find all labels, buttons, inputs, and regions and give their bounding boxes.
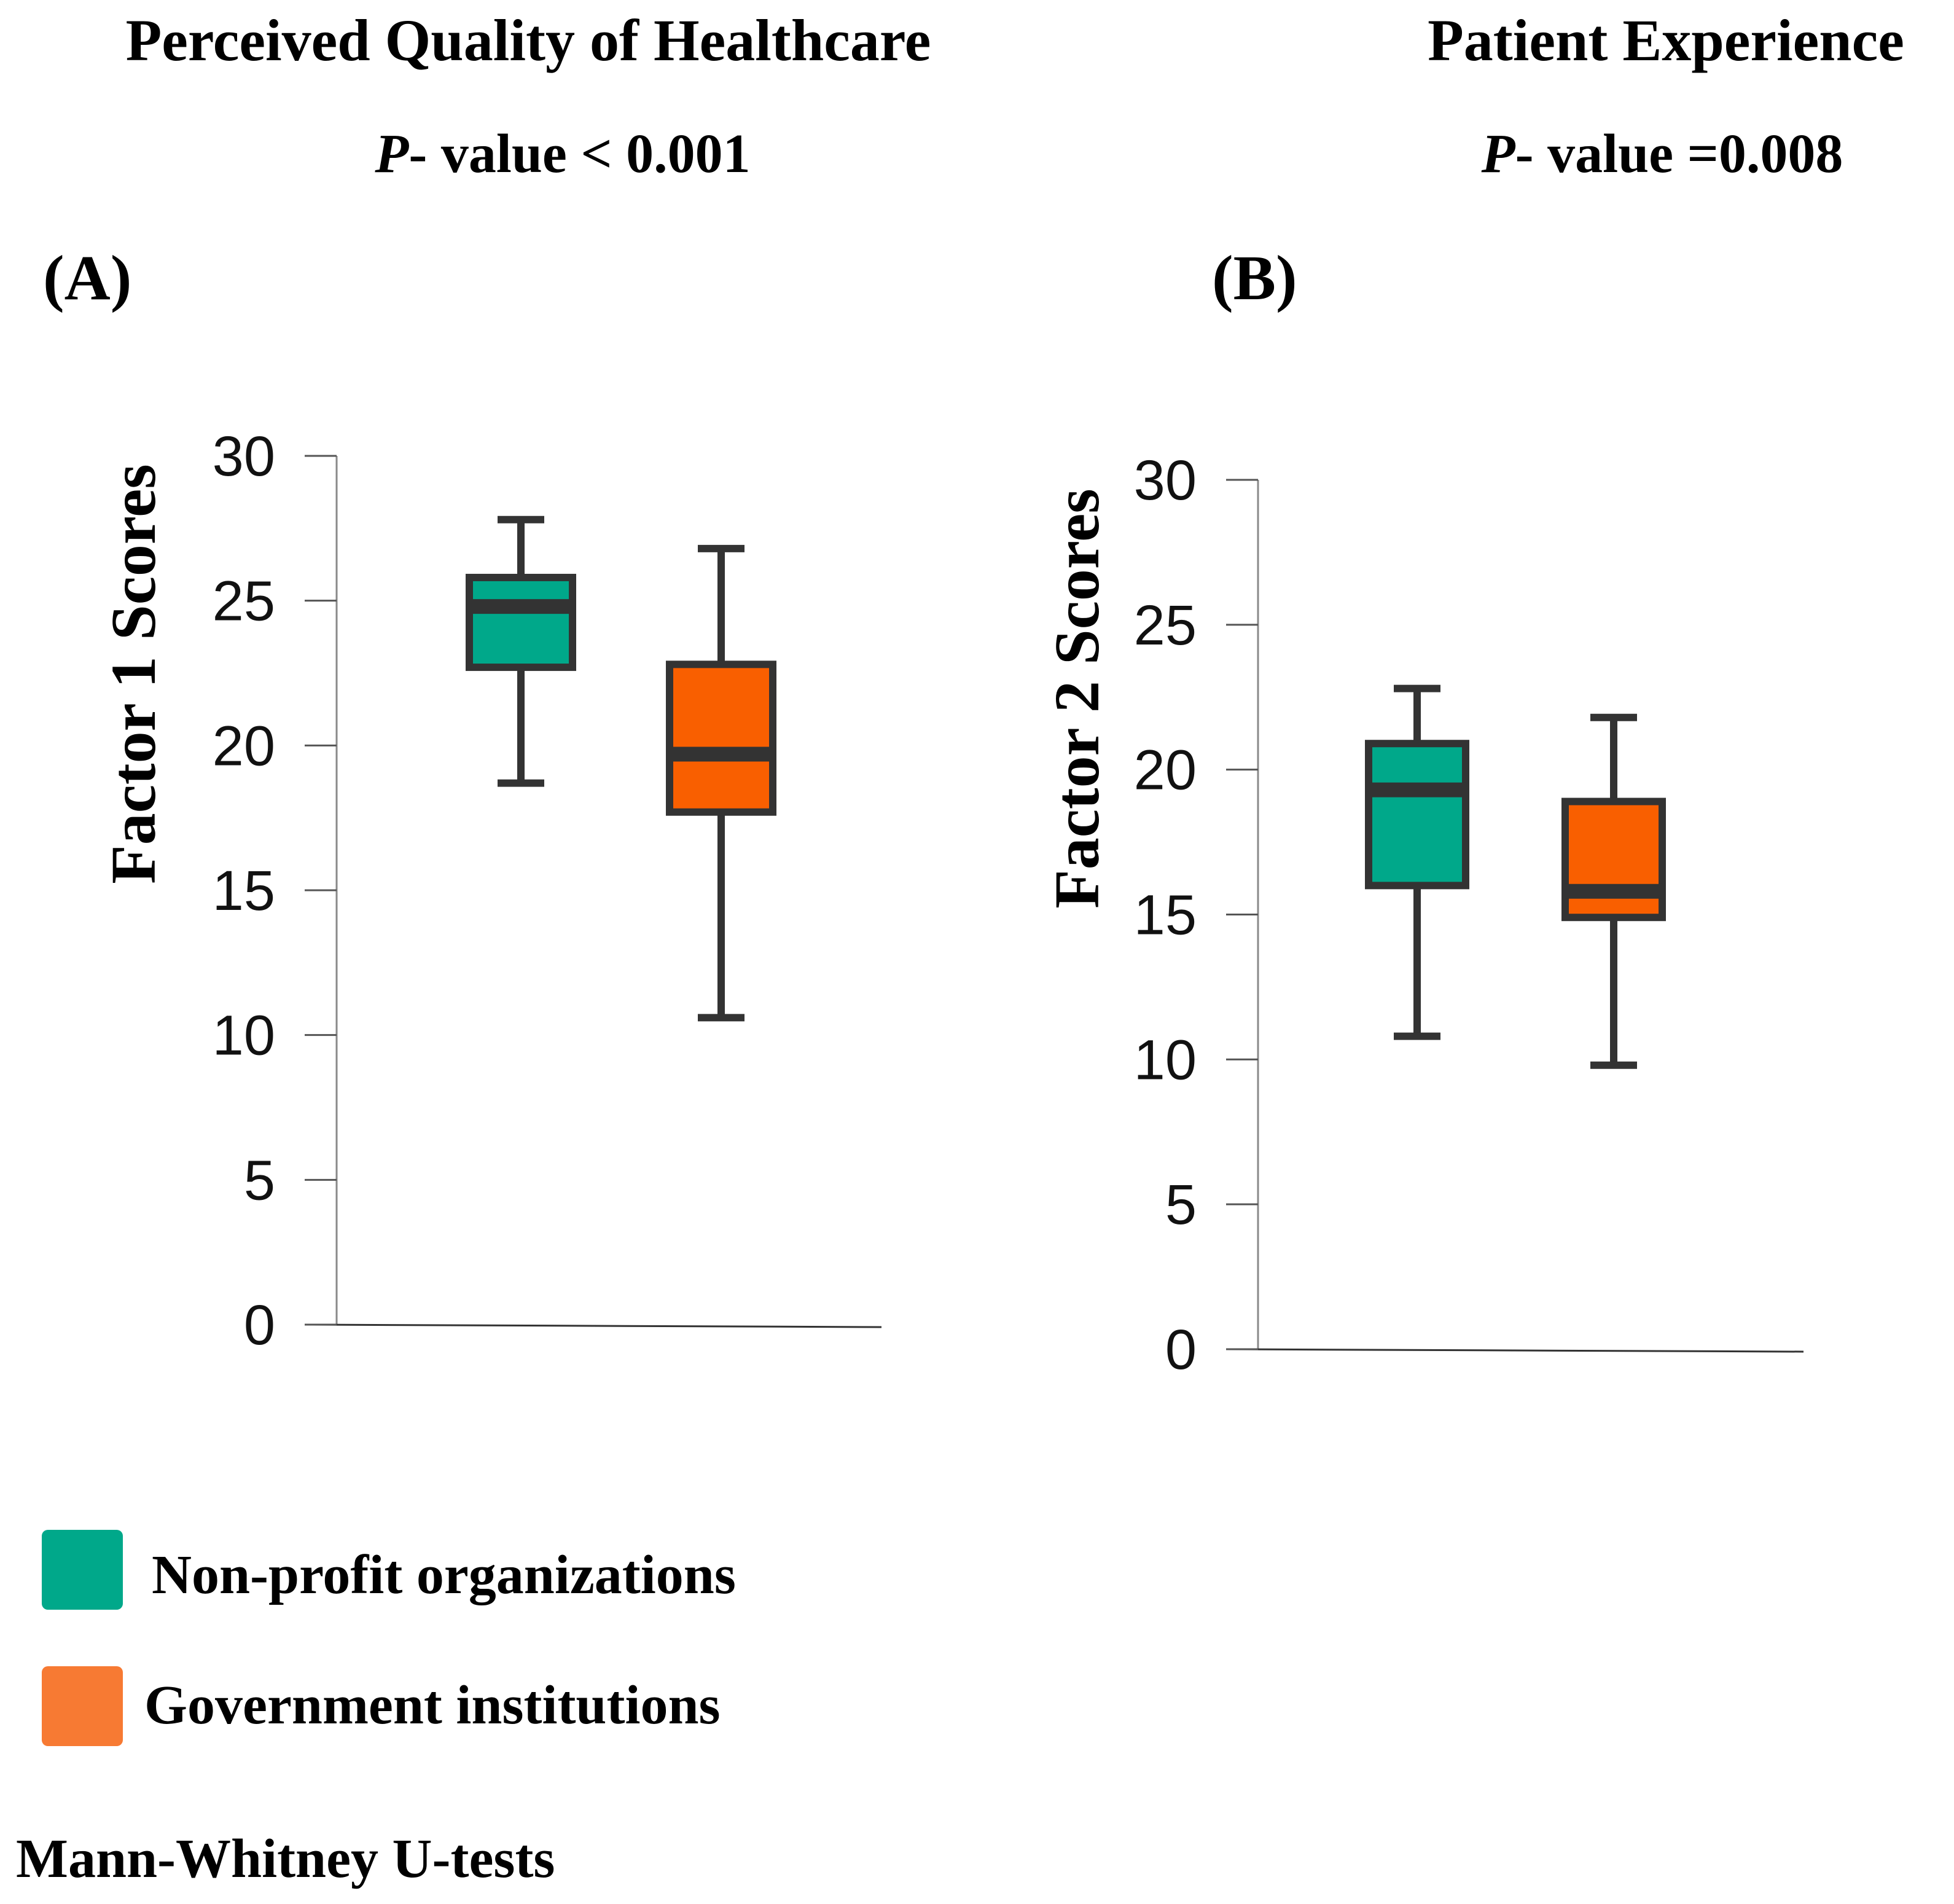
panel-b-y-tick-label: 25: [1134, 594, 1197, 657]
panel-a-y-tick-label: 25: [213, 570, 275, 633]
panel-b-y-tick-label: 20: [1134, 739, 1197, 802]
panel-a-x-axis: [304, 1323, 882, 1328]
panel-b-y-tick-label: 15: [1134, 884, 1197, 947]
panel-b-y-tick-label: 0: [1165, 1318, 1197, 1381]
panel-b-title: Patient Experience: [1428, 7, 1904, 73]
panel-b-label: (B): [1212, 243, 1297, 313]
panel-b-pvalue-italic: P: [1481, 123, 1516, 184]
panel-b-pvalue: P- value =0.008: [1481, 123, 1843, 184]
panel-a-ylabel: Factor 1 Scores: [98, 464, 169, 884]
panel-a-box-nonprofit: [466, 573, 576, 672]
panel-a-pvalue-rest: - value < 0.001: [408, 123, 750, 184]
panel-b-y-tick-label: 5: [1165, 1173, 1197, 1236]
panel-a-y-tick-label: 10: [213, 1005, 275, 1067]
legend-label-government: Government institutions: [144, 1675, 721, 1736]
panel-a-pvalue-italic: P: [374, 123, 409, 184]
panel-b-pvalue-rest: - value =0.008: [1515, 123, 1843, 184]
panel-a-pvalue: P- value < 0.001: [374, 123, 750, 184]
panel-a-y-tick-label: 5: [244, 1149, 275, 1212]
panel-a-y-tick-label: 15: [213, 860, 275, 922]
footnote: Mann-Whitney U-tests: [16, 1828, 555, 1889]
panel-a-y-tick-label: 30: [213, 425, 275, 488]
panel-b-y-tick-label: 10: [1134, 1028, 1197, 1091]
panel-a-y-tick-label: 0: [244, 1294, 275, 1357]
panel-a-title: Perceived Quality of Healthcare: [126, 7, 931, 73]
legend-label-nonprofit: Non-profit organizations: [152, 1545, 736, 1605]
panel-a-plot: 0 5 10 15 20 25 30: [213, 425, 882, 1357]
panel-b-ylabel: Factor 2 Scores: [1042, 488, 1112, 909]
panel-b-plot: 0 5 10 15 20 25 30: [1134, 449, 1804, 1381]
panel-a-label: (A): [43, 243, 131, 313]
legend-swatch-nonprofit: [42, 1530, 123, 1610]
panel-b-x-axis: [1225, 1348, 1804, 1353]
panel-a-y-tick-label: 20: [213, 715, 275, 777]
panel-a-box-government: [666, 660, 776, 816]
legend-swatch-government: [42, 1666, 123, 1746]
panel-b-box-nonprofit: [1365, 740, 1469, 890]
panel-b-y-tick-label: 30: [1134, 449, 1197, 512]
panel-b-box-government: [1561, 797, 1666, 922]
